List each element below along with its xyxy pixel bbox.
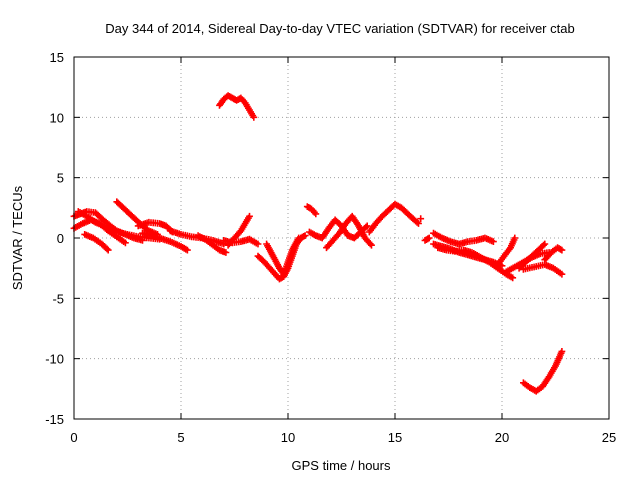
data-point [250, 113, 258, 121]
x-tick-label: 25 [602, 430, 616, 445]
data-point [362, 223, 370, 231]
x-tick-label: 10 [281, 430, 295, 445]
series-arc-6 [134, 218, 176, 236]
y-tick-label: 5 [57, 171, 64, 186]
series-arc-7 [139, 229, 191, 254]
series-arc-26 [515, 240, 549, 272]
x-tick-label: 0 [70, 430, 77, 445]
y-tick-label: -5 [52, 291, 64, 306]
series-arc-17 [323, 212, 375, 252]
x-axis-label: GPS time / hours [292, 458, 391, 473]
y-tick-label: 0 [57, 231, 64, 246]
data-point [415, 220, 422, 227]
series-arc-27 [520, 261, 566, 278]
data-point [104, 246, 112, 254]
data-point [558, 270, 566, 278]
y-tick-label: 15 [50, 50, 64, 65]
x-tick-label: 15 [388, 430, 402, 445]
data-point [558, 348, 566, 355]
series-arc-12 [220, 235, 262, 248]
data-point [417, 215, 425, 223]
y-axis-label: SDTVAR / TECUs [10, 185, 25, 290]
data-point [184, 246, 191, 254]
data-point [366, 240, 374, 248]
data-point [425, 234, 433, 242]
series-arc-3 [81, 231, 112, 254]
data-point [511, 234, 519, 242]
data-point [254, 240, 262, 248]
series-arc-22 [430, 229, 497, 248]
series-arc-20 [421, 234, 433, 244]
data-point [246, 212, 253, 220]
chart-title: Day 344 of 2014, Sidereal Day-to-day VTE… [105, 21, 574, 36]
data-point [312, 210, 320, 218]
series-arc-9 [194, 232, 230, 256]
series-arc-19 [417, 215, 425, 223]
series-arc-14 [263, 234, 303, 278]
data-point [540, 241, 547, 249]
data-point [368, 241, 375, 249]
data-point [509, 274, 517, 282]
grid [74, 57, 609, 419]
series-arc-18 [365, 200, 422, 236]
series-arc-29 [520, 348, 566, 395]
series-arc-24 [494, 234, 519, 268]
data-point [413, 218, 421, 226]
plot-frame [73, 56, 610, 420]
x-tick-label: 5 [177, 430, 184, 445]
x-tick-label: 20 [495, 430, 509, 445]
y-tick-label: -15 [45, 412, 64, 427]
data-point [295, 234, 303, 242]
data-points [70, 92, 566, 395]
y-tick-label: -10 [45, 352, 64, 367]
data-point [558, 246, 566, 254]
data-point [103, 245, 111, 253]
series-arc-28 [541, 244, 566, 264]
data-point [541, 240, 549, 248]
data-point [301, 232, 309, 239]
series-arc-23 [434, 244, 517, 282]
data-point [490, 238, 497, 245]
y-tick-label: 10 [50, 110, 64, 125]
data-point [363, 222, 371, 230]
series-arc-10 [216, 92, 258, 121]
data-point [122, 239, 129, 247]
series-arc-15 [303, 203, 320, 218]
data-point [222, 249, 230, 256]
